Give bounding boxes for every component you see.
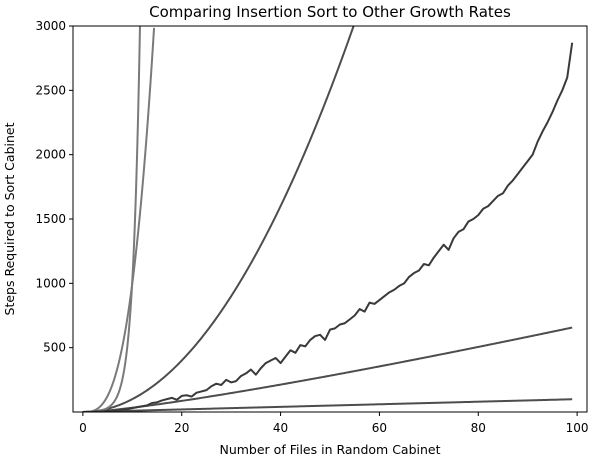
x-tick-label: 20	[174, 421, 189, 435]
y-tick-label: 1000	[35, 276, 66, 290]
y-tick-label: 2500	[35, 83, 66, 97]
series-line-3	[82, 27, 156, 412]
y-tick-label: 2000	[35, 148, 66, 162]
y-tick-label: 1500	[35, 212, 66, 226]
series-line-2	[82, 26, 355, 412]
chart-title: Comparing Insertion Sort to Other Growth…	[149, 3, 511, 21]
y-axis-label: Steps Required to Sort Cabinet	[2, 122, 17, 315]
x-tick-label: 40	[273, 421, 288, 435]
x-tick-label: 60	[372, 421, 387, 435]
series-line-5	[82, 42, 574, 412]
y-tick-label: 3000	[35, 19, 66, 33]
y-tick-label: 500	[43, 341, 66, 355]
series-line-1	[87, 326, 573, 412]
series-line-0	[82, 398, 573, 412]
x-tick-label: 80	[471, 421, 486, 435]
series-line-4	[82, 26, 141, 412]
x-axis-label: Number of Files in Random Cabinet	[219, 442, 440, 457]
x-tick-label: 0	[79, 421, 87, 435]
x-tick-label: 100	[566, 421, 589, 435]
